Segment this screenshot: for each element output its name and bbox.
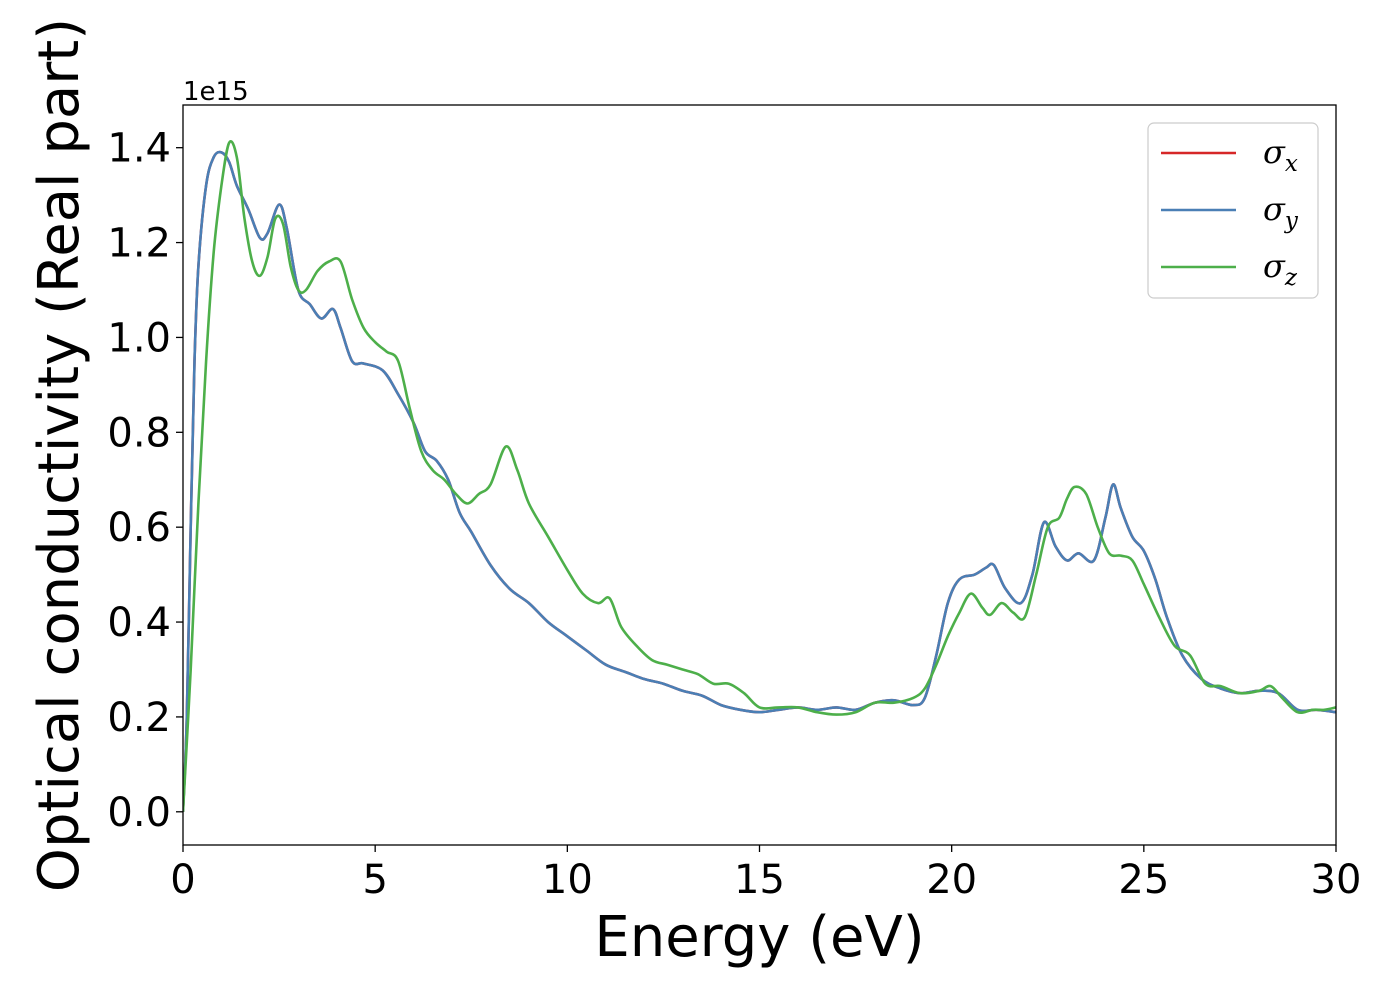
- x-tick-label: 30: [1311, 857, 1362, 903]
- y-tick-label: 1.2: [107, 221, 171, 267]
- legend-label-sigma-y: σy: [1263, 190, 1299, 234]
- x-tick-label: 0: [170, 857, 195, 903]
- legend-label-sigma-x: σx: [1263, 133, 1298, 177]
- x-tick-label: 10: [542, 857, 593, 903]
- y-tick-label: 0.6: [107, 505, 171, 551]
- series-line-sigma-z: [183, 140, 1336, 812]
- legend: σx σy σz: [1147, 122, 1319, 299]
- y-tick-label: 0.8: [107, 410, 171, 456]
- y-tick-label: 0.0: [107, 790, 171, 836]
- x-tick-label: 5: [362, 857, 387, 903]
- y-tick-label: 1.4: [107, 126, 171, 172]
- y-axis-label: Optical conductivity (Real part): [27, 18, 92, 892]
- series-layer: [183, 140, 1336, 812]
- series-line-sigma-y: [183, 150, 1336, 812]
- x-tick-label: 20: [926, 857, 977, 903]
- x-axis-label: Energy (eV): [594, 905, 924, 970]
- y-tick-label: 0.2: [107, 695, 171, 741]
- x-tick-label: 25: [1118, 857, 1169, 903]
- y-tick-label: 0.4: [107, 600, 171, 646]
- y-tick-label: 1.0: [107, 315, 171, 361]
- legend-label-sigma-z: σz: [1263, 247, 1298, 291]
- ticks-layer: 0 5 10 15 20 25 30 0.0 0.2 0.4 0.6 0.8 1.0 1.2 1.4: [107, 126, 1361, 903]
- x-tick-label: 15: [734, 857, 785, 903]
- y-axis-offset-text: 1e15: [183, 77, 249, 107]
